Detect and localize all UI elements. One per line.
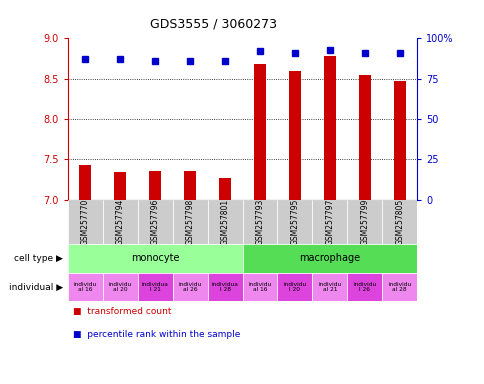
Text: individu
al 26: individu al 26 bbox=[178, 282, 201, 292]
Bar bbox=[79, 165, 91, 200]
Bar bbox=[68, 200, 103, 244]
Text: GSM257770: GSM257770 bbox=[81, 199, 90, 245]
Bar bbox=[358, 74, 370, 200]
Text: GSM257797: GSM257797 bbox=[325, 199, 333, 245]
Bar bbox=[183, 172, 196, 200]
Bar bbox=[114, 172, 126, 200]
Bar bbox=[149, 172, 161, 200]
Bar bbox=[312, 273, 347, 301]
Bar bbox=[277, 273, 312, 301]
Text: individu
l 20: individu l 20 bbox=[283, 282, 306, 292]
Text: GDS3555 / 3060273: GDS3555 / 3060273 bbox=[150, 17, 276, 30]
Text: GSM257796: GSM257796 bbox=[151, 199, 159, 245]
Text: individual ▶: individual ▶ bbox=[9, 283, 63, 291]
Text: monocyte: monocyte bbox=[131, 253, 179, 263]
Text: GSM257793: GSM257793 bbox=[255, 199, 264, 245]
Bar bbox=[288, 71, 301, 200]
Text: ■  percentile rank within the sample: ■ percentile rank within the sample bbox=[73, 330, 240, 339]
Text: GSM257799: GSM257799 bbox=[360, 199, 368, 245]
Bar bbox=[103, 273, 137, 301]
Text: individu
al 16: individu al 16 bbox=[74, 282, 97, 292]
Bar bbox=[347, 200, 381, 244]
Bar bbox=[312, 200, 347, 244]
Bar bbox=[242, 244, 416, 273]
Text: GSM257798: GSM257798 bbox=[185, 199, 194, 245]
Text: GSM257801: GSM257801 bbox=[220, 199, 229, 245]
Bar bbox=[393, 81, 405, 200]
Text: individu
al 21: individu al 21 bbox=[318, 282, 341, 292]
Bar bbox=[381, 273, 416, 301]
Bar bbox=[347, 273, 381, 301]
Text: individu
l 26: individu l 26 bbox=[352, 282, 376, 292]
Text: cell type ▶: cell type ▶ bbox=[14, 254, 63, 263]
Bar bbox=[172, 273, 207, 301]
Bar bbox=[68, 244, 242, 273]
Text: individua
l 28: individua l 28 bbox=[211, 282, 238, 292]
Text: GSM257805: GSM257805 bbox=[394, 199, 403, 245]
Bar bbox=[137, 200, 172, 244]
Bar bbox=[207, 200, 242, 244]
Bar bbox=[242, 200, 277, 244]
Bar bbox=[323, 56, 335, 200]
Bar bbox=[137, 273, 172, 301]
Text: individu
al 20: individu al 20 bbox=[108, 282, 132, 292]
Text: GSM257795: GSM257795 bbox=[290, 199, 299, 245]
Text: individu
al 28: individu al 28 bbox=[387, 282, 410, 292]
Bar bbox=[103, 200, 137, 244]
Bar bbox=[277, 200, 312, 244]
Text: GSM257794: GSM257794 bbox=[116, 199, 124, 245]
Bar bbox=[242, 273, 277, 301]
Text: ■  transformed count: ■ transformed count bbox=[73, 307, 171, 316]
Bar bbox=[253, 64, 266, 200]
Text: macrophage: macrophage bbox=[299, 253, 360, 263]
Text: individu
al 16: individu al 16 bbox=[248, 282, 271, 292]
Bar bbox=[68, 273, 103, 301]
Bar bbox=[218, 178, 231, 200]
Bar bbox=[381, 200, 416, 244]
Bar bbox=[207, 273, 242, 301]
Text: individua
l 21: individua l 21 bbox=[141, 282, 168, 292]
Bar bbox=[172, 200, 207, 244]
